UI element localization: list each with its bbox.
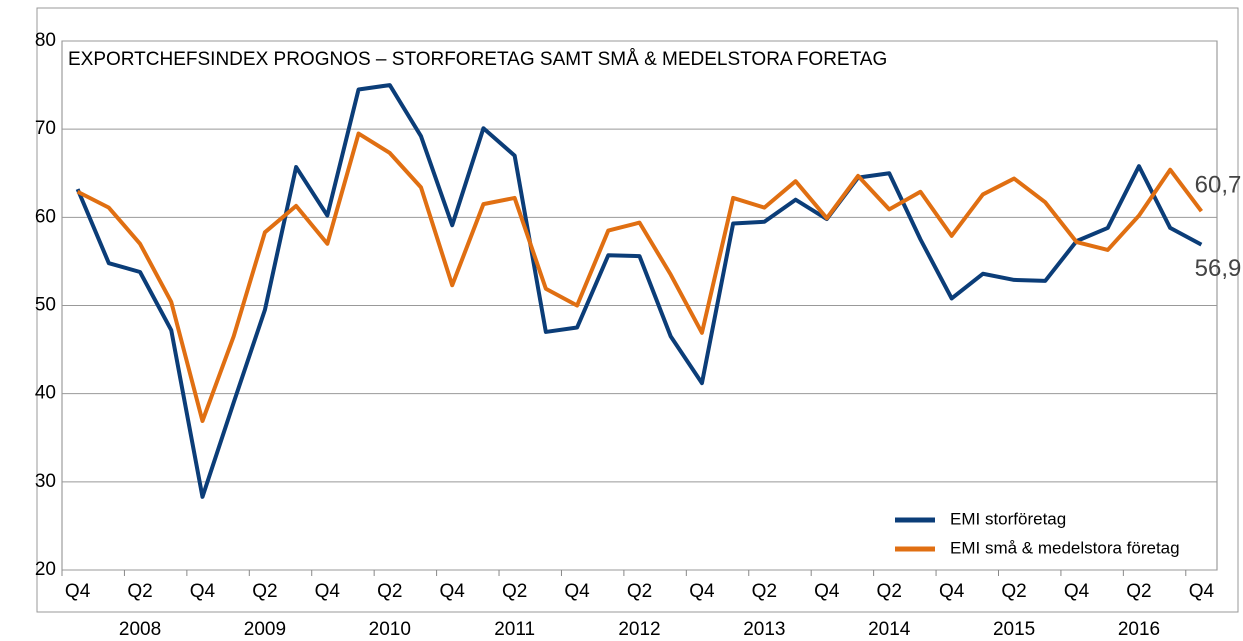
- chart-title: EXPORTCHEFSINDEX PROGNOS – STORFORETAG S…: [68, 49, 887, 70]
- x-tick-label: Q2: [1126, 581, 1151, 602]
- series-line: [75, 83, 1203, 499]
- x-tick-label: Q4: [65, 581, 91, 602]
- year-label: 2013: [743, 619, 785, 640]
- legend-label: EMI små & medelstora företag: [950, 538, 1180, 557]
- year-label: 2014: [868, 619, 911, 640]
- legend-label: EMI storföretag: [950, 509, 1066, 528]
- x-tick-label: Q4: [315, 581, 341, 602]
- x-tick-label: Q2: [627, 581, 652, 602]
- x-tick-label: Q2: [1001, 581, 1026, 602]
- y-tick-label: 50: [35, 295, 56, 316]
- year-label: 2010: [369, 619, 411, 640]
- year-label: 2016: [1118, 619, 1160, 640]
- y-tick-label: 20: [35, 559, 56, 580]
- year-label: 2011: [494, 619, 535, 640]
- series-line: [76, 131, 1203, 423]
- x-tick-label: Q2: [502, 581, 527, 602]
- value-label: 60,7: [1195, 172, 1242, 199]
- y-tick-label: 30: [35, 471, 56, 492]
- year-label: 2012: [618, 619, 660, 640]
- x-tick-label: Q2: [877, 581, 902, 602]
- x-tick-label: Q2: [252, 581, 277, 602]
- x-tick-label: Q4: [689, 581, 715, 602]
- year-label: 2008: [119, 619, 161, 640]
- x-tick-label: Q4: [814, 581, 840, 602]
- x-tick-label: Q4: [1189, 581, 1215, 602]
- value-label: 56,9: [1195, 255, 1242, 282]
- x-tick-label: Q2: [127, 581, 152, 602]
- x-tick-label: Q4: [190, 581, 216, 602]
- y-tick-label: 60: [35, 206, 56, 227]
- y-tick-label: 40: [35, 383, 56, 404]
- x-tick-label: Q2: [752, 581, 777, 602]
- x-tick-label: Q4: [440, 581, 466, 602]
- year-label: 2015: [993, 619, 1035, 640]
- x-tick-label: Q4: [564, 581, 590, 602]
- chart-frame: [36, 7, 1239, 613]
- x-tick-label: Q4: [939, 581, 965, 602]
- x-tick-label: Q2: [377, 581, 402, 602]
- y-tick-label: 70: [35, 118, 56, 139]
- year-label: 2009: [244, 619, 286, 640]
- x-tick-label: Q4: [1064, 581, 1090, 602]
- y-tick-label: 80: [35, 30, 56, 51]
